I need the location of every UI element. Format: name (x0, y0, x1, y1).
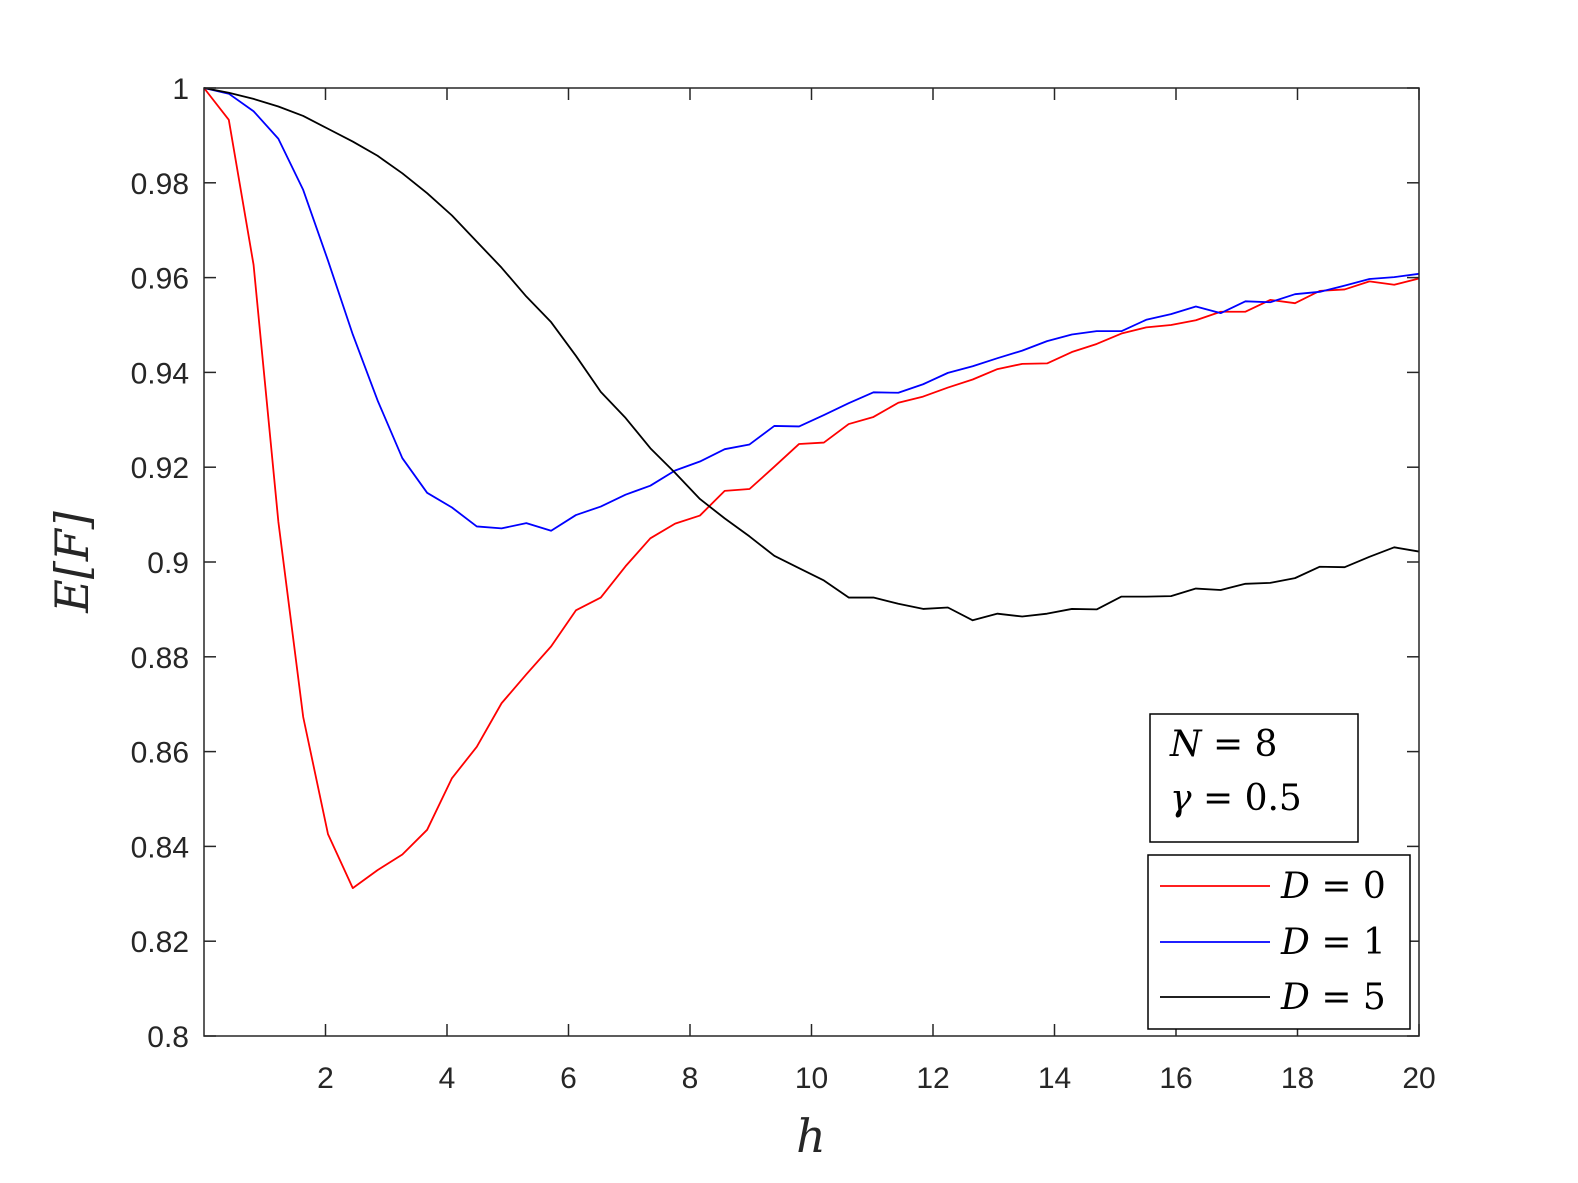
legend-entries: D = 0 D = 1 D = 5 (1160, 866, 1386, 1018)
y-tick-label: 0.9 (147, 547, 189, 580)
annotation-line-n: N = 8 (1169, 724, 1277, 765)
series-line-d-5 (203, 87, 1420, 622)
legend-label-d-5: D = 5 (1280, 977, 1386, 1018)
y-tick-label: 0.8 (147, 1021, 189, 1054)
legend-label-d-0: D = 0 (1280, 866, 1386, 907)
x-tick-label: 18 (1281, 1062, 1314, 1095)
y-tick-label: 0.84 (131, 831, 189, 864)
x-tick-label: 4 (439, 1062, 456, 1095)
x-tick-label: 8 (682, 1062, 699, 1095)
x-tick-label: 10 (795, 1062, 828, 1095)
x-axis-label: h (796, 1109, 826, 1163)
y-tick-label: 0.88 (131, 642, 189, 675)
y-tick-label: 0.98 (131, 168, 189, 201)
y-tick-label: 0.96 (131, 263, 189, 296)
series-layer (203, 87, 1420, 890)
parameter-annotation: N = 8 γ = 0.5 (1149, 713, 1359, 843)
axes-layer: 2 4 6 8 10 12 14 16 18 20 0.8 0.82 0.84 0.86 0.88 0.9 0.… (131, 73, 1436, 1095)
series-line-d-1 (203, 87, 1420, 532)
x-tick-label: 16 (1159, 1062, 1192, 1095)
x-tick-label: 20 (1402, 1062, 1435, 1095)
series-line-d-0 (203, 87, 1420, 890)
legend-label-d-1: D = 1 (1280, 922, 1386, 963)
annotation-box (1149, 713, 1359, 843)
x-tick-label: 6 (560, 1062, 577, 1095)
annotation-line-gamma: γ = 0.5 (1170, 778, 1302, 819)
x-tick-label: 2 (317, 1062, 334, 1095)
x-tick-label: 12 (916, 1062, 949, 1095)
x-tick-label: 14 (1038, 1062, 1071, 1095)
y-tick-label: 0.92 (131, 452, 189, 485)
legend: D = 0 D = 1 D = 5 (1147, 854, 1411, 1030)
y-tick-label: 1 (172, 73, 189, 106)
y-tick-label: 0.82 (131, 926, 189, 959)
y-tick-label: 0.86 (131, 737, 189, 770)
y-axis-label: E[F] (45, 511, 99, 613)
y-tick-label: 0.94 (131, 357, 189, 390)
